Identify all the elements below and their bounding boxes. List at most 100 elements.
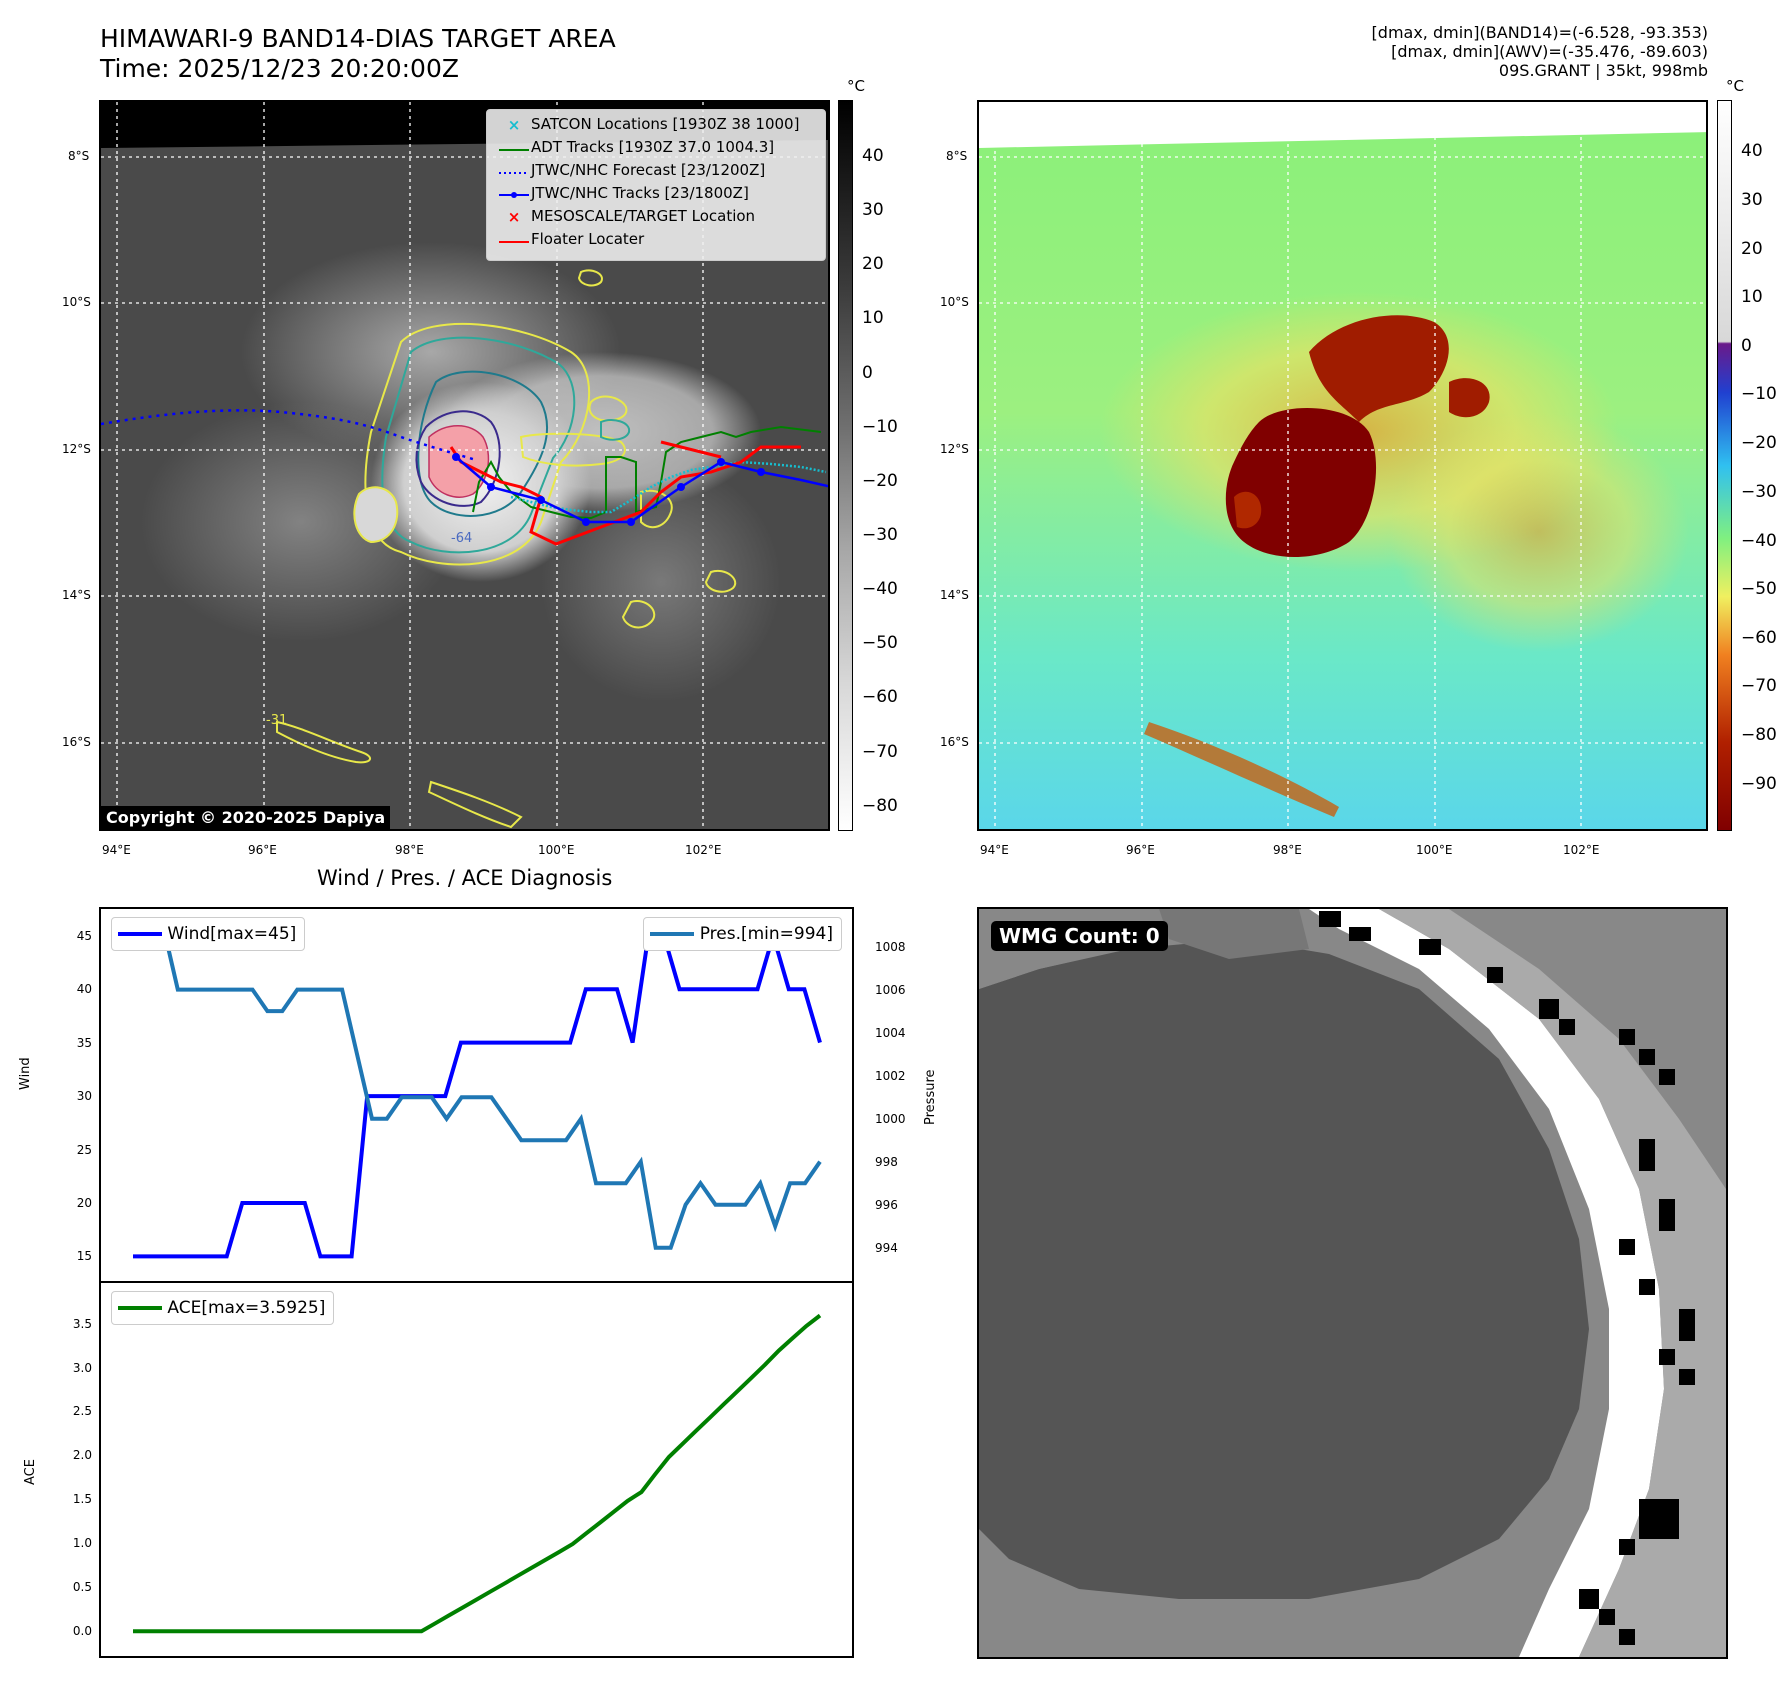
wind-tick-label: 35: [76, 1035, 92, 1050]
contour-label-1: -31: [266, 713, 287, 728]
ir-cb-tick: −10: [862, 417, 898, 437]
awv-cold-core: [1225, 408, 1377, 557]
storm-info: [dmax, dmin](BAND14)=(-6.528, -93.353) […: [1108, 23, 1708, 80]
info-line-1: [dmax, dmin](BAND14)=(-6.528, -93.353): [1371, 23, 1708, 42]
wind-axis-label: Wind: [18, 1057, 33, 1090]
ir-lon-94e: 94°E: [102, 843, 131, 857]
awv-cb-tick: 20: [1741, 239, 1763, 259]
wind-series-line: [133, 928, 822, 1259]
awv-lon-98e: 98°E: [1273, 843, 1302, 857]
awv-map-panel: [977, 100, 1708, 831]
awv-lat-16s: 16°S: [940, 735, 969, 749]
pressure-tick-label: 998: [875, 1154, 898, 1169]
pressure-legend-label: Pres.[min=994]: [699, 924, 833, 944]
ir-lon-100e: 100°E: [538, 843, 575, 857]
wind-tick-label: 20: [76, 1195, 92, 1210]
wind-tick-label: 30: [76, 1089, 92, 1104]
ir-cb-tick: −80: [862, 796, 898, 816]
ir-lat-10s: 10°S: [62, 295, 91, 309]
ir-lat-14s: 14°S: [62, 588, 91, 602]
awv-cb-tick: −50: [1741, 579, 1777, 599]
pressure-axis-label: Pressure: [923, 1069, 938, 1125]
contour-label-2: -64: [451, 531, 472, 546]
ace-legend-label: ACE[max=3.5925]: [167, 1298, 326, 1318]
ir-cb-tick: −40: [862, 579, 898, 599]
title-line-1: HIMAWARI-9 BAND14-DIAS TARGET AREA: [100, 24, 616, 53]
pressure-series-line: [133, 923, 822, 1250]
ir-lat-8s: 8°S: [68, 149, 90, 163]
awv-cb-tick: −60: [1741, 628, 1777, 648]
ir-lon-96e: 96°E: [248, 843, 277, 857]
ace-svg: [133, 1313, 822, 1634]
ir-colorbar-unit: °C: [847, 77, 865, 95]
awv-cb-tick: 30: [1741, 190, 1763, 210]
jtwc-track-points: [452, 453, 765, 526]
ace-tick-label: 2.5: [72, 1404, 92, 1419]
figure-title: HIMAWARI-9 BAND14-DIAS TARGET AREA Time:…: [100, 24, 616, 84]
ir-map-panel: -31 -64 × SATCON Locations [1930Z 38 1000…: [99, 100, 830, 831]
wmg-count-badge: WMG Count: 0: [991, 921, 1168, 951]
legend-jtwc-forecast: JTWC/NHC Forecast [23/1200Z]: [499, 161, 766, 179]
ace-series-line: [133, 1313, 822, 1634]
floater-locater: [449, 445, 801, 546]
ir-lon-98e: 98°E: [395, 843, 424, 857]
wind-tick-label: 15: [76, 1249, 92, 1264]
title-line-2: Time: 2025/12/23 20:20:00Z: [100, 54, 459, 83]
ir-cb-tick: −20: [862, 471, 898, 491]
legend-mesoscale: × MESOSCALE/TARGET Location: [507, 207, 756, 226]
ir-cb-tick: 0: [862, 363, 873, 383]
awv-cb-tick: 0: [1741, 336, 1752, 356]
awv-cb-tick: −10: [1741, 384, 1777, 404]
ir-cb-tick: −30: [862, 525, 898, 545]
ace-tick-label: 0.0: [72, 1624, 92, 1639]
pressure-tick-label: 1008: [875, 939, 906, 954]
legend-adt: ADT Tracks [1930Z 37.0 1004.3]: [499, 138, 775, 156]
wind-legend: Wind[max=45]: [111, 917, 306, 951]
ace-legend: ACE[max=3.5925]: [111, 1291, 335, 1325]
ace-axis-label: ACE: [23, 1459, 38, 1485]
awv-cb-tick: −30: [1741, 482, 1777, 502]
wmg-eyewall-white: [1309, 909, 1664, 1657]
legend-floater: Floater Locater: [499, 230, 645, 248]
ace-tick-label: 2.0: [72, 1448, 92, 1463]
awv-cb-tick: −70: [1741, 676, 1777, 696]
info-line-3: 09S.GRANT | 35kt, 998mb: [1498, 61, 1708, 80]
diagnosis-title: Wind / Pres. / ACE Diagnosis: [317, 866, 613, 890]
wmg-svg: [979, 909, 1726, 1657]
ace-tick-label: 1.5: [72, 1492, 92, 1507]
ace-tick-label: 0.5: [72, 1580, 92, 1595]
awv-map-svg: [979, 102, 1706, 829]
wmg-eye-region: [979, 939, 1589, 1599]
ace-tick-label: 1.0: [72, 1536, 92, 1551]
awv-lon-96e: 96°E: [1126, 843, 1155, 857]
legend-satcon: × SATCON Locations [1930Z 38 1000]: [507, 115, 800, 134]
ir-cb-tick: 30: [862, 200, 884, 220]
pressure-tick-label: 996: [875, 1197, 898, 1212]
wmg-panel: WMG Count: 0: [977, 907, 1728, 1659]
awv-cb-tick: −40: [1741, 531, 1777, 551]
ace-tick-label: 3.5: [72, 1316, 92, 1331]
pressure-tick-label: 1004: [875, 1025, 906, 1040]
ir-cb-tick: −70: [862, 742, 898, 762]
ace-panel: ACE[max=3.5925]: [99, 1281, 854, 1658]
pressure-tick-label: 1000: [875, 1111, 906, 1126]
awv-colorbar-unit: °C: [1726, 77, 1744, 95]
pressure-tick-label: 1002: [875, 1068, 906, 1083]
ir-cb-tick: 20: [862, 254, 884, 274]
legend-jtwc-tracks: JTWC/NHC Tracks [23/1800Z]: [497, 182, 749, 204]
ir-lon-102e: 102°E: [685, 843, 722, 857]
ir-cb-tick: 10: [862, 308, 884, 328]
pressure-tick-label: 994: [875, 1240, 898, 1255]
wind-tick-label: 25: [76, 1142, 92, 1157]
awv-lat-12s: 12°S: [940, 442, 969, 456]
awv-cb-tick: −80: [1741, 725, 1777, 745]
awv-cb-tick: −90: [1741, 774, 1777, 794]
wmg-black-cells: [1319, 911, 1695, 1645]
awv-cb-tick: 40: [1741, 141, 1763, 161]
pressure-tick-label: 1006: [875, 982, 906, 997]
satcon-track: [510, 460, 827, 514]
awv-lon-100e: 100°E: [1416, 843, 1453, 857]
awv-lon-102e: 102°E: [1563, 843, 1600, 857]
ir-legend: × SATCON Locations [1930Z 38 1000] ADT Tr…: [486, 109, 826, 261]
wind-tick-label: 40: [76, 982, 92, 997]
